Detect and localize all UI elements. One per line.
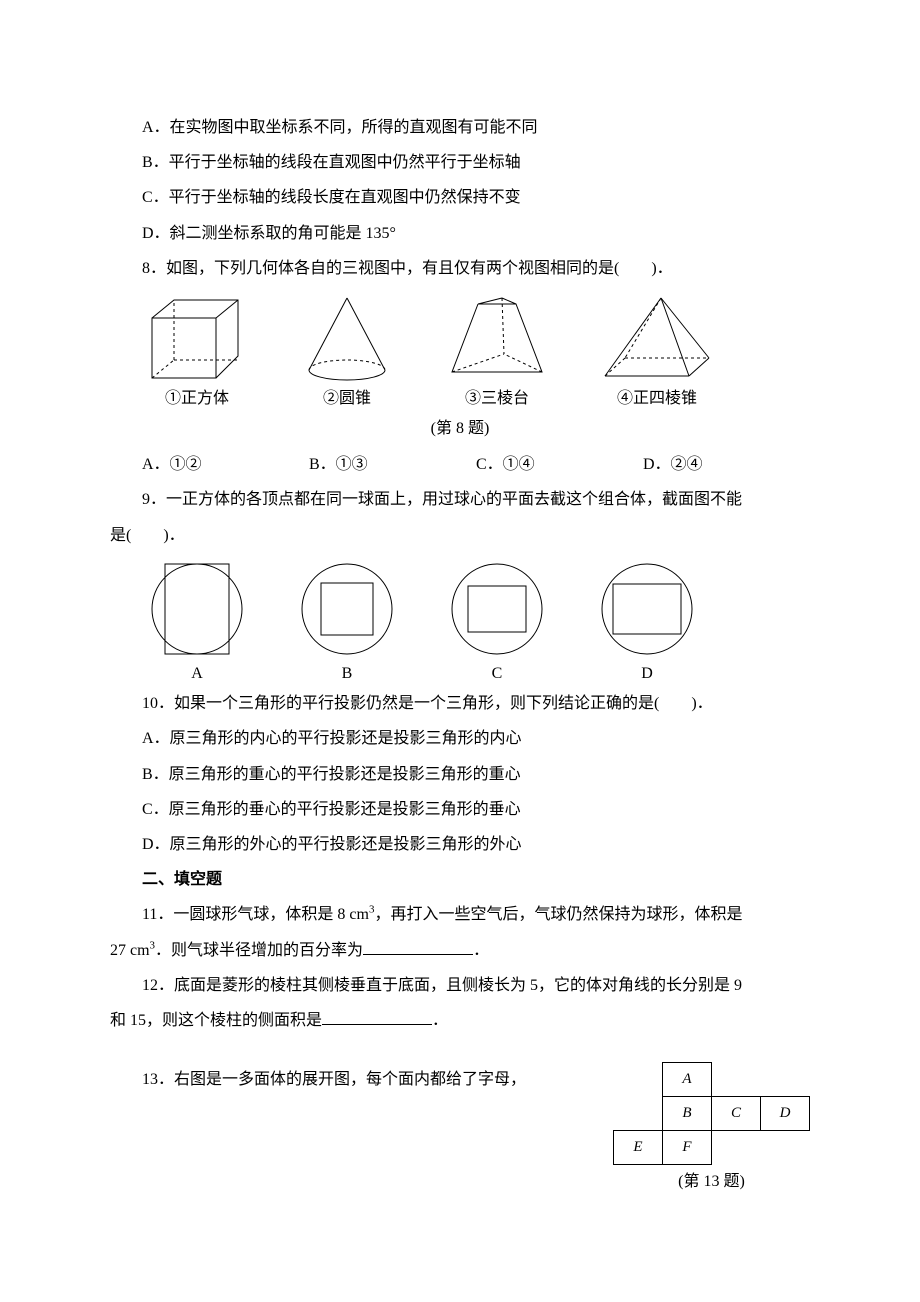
q10-option-c: C．原三角形的垂心的平行投影还是投影三角形的垂心	[110, 792, 810, 827]
q12-line2: 和 15，则这个棱柱的侧面积是 ．	[110, 1003, 810, 1038]
q10-option-a: A．原三角形的内心的平行投影还是投影三角形的内心	[110, 721, 810, 756]
q13-figure: A B C D E F (第 13 题)	[613, 1062, 810, 1195]
frustum-icon	[442, 294, 552, 384]
q8-label-4: ④正四棱锥	[617, 386, 697, 412]
q11-line1-a: 11．一圆球形气球，体积是 8 cm	[142, 906, 369, 923]
cube-icon	[142, 294, 252, 384]
q12-line2-b: ．	[432, 1012, 448, 1029]
q11-blank[interactable]	[363, 938, 473, 955]
q13-caption: (第 13 题)	[678, 1169, 745, 1195]
q9-figure-row: A B C D	[142, 559, 810, 687]
q8-shape-cone: ②圆锥	[297, 294, 397, 412]
q9-option-b-fig: B	[292, 559, 402, 687]
q8-choices: A．①② B．①③ C．①④ D．②④	[142, 447, 810, 482]
q10-option-b: B．原三角形的重心的平行投影还是投影三角形的重心	[110, 757, 810, 792]
q7-option-c: C．平行于坐标轴的线段长度在直观图中仍然保持不变	[110, 180, 810, 215]
q9-label-c: C	[492, 661, 503, 687]
q9-stem-2: 是( )．	[110, 518, 810, 553]
q11-line1-b: ，再打入一些空气后，气球仍然保持为球形，体积是	[374, 906, 742, 923]
q13-cell-b: B	[663, 1097, 712, 1131]
q10-stem: 10．如果一个三角形的平行投影仍然是一个三角形，则下列结论正确的是( )．	[110, 686, 810, 721]
q13-text: 13．右图是一多面体的展开图，每个面内都给了字母，	[110, 1062, 589, 1097]
q12-blank[interactable]	[322, 1008, 432, 1025]
q12-line1: 12．底面是菱形的棱柱其侧棱垂直于底面，且侧棱长为 5，它的体对角线的长分别是 …	[110, 968, 810, 1003]
q9-label-b: B	[342, 661, 353, 687]
q8-label-1: ①正方体	[165, 386, 229, 412]
section-2-heading: 二、填空题	[110, 862, 810, 897]
q8-choice-a: A．①②	[142, 447, 309, 482]
q7-option-d: D．斜二测坐标系取的角可能是 135°	[110, 216, 810, 251]
q9-label-d: D	[641, 661, 653, 687]
q11-line2-c: ．	[473, 942, 489, 959]
q8-choice-b: B．①③	[309, 447, 476, 482]
q11-line2: 27 cm3．则气球半径增加的百分率为．	[110, 933, 810, 968]
q11-line1: 11．一圆球形气球，体积是 8 cm3，再打入一些空气后，气球仍然保持为球形，体…	[110, 897, 810, 932]
q11-line2-b: ．则气球半径增加的百分率为	[155, 942, 363, 959]
cone-icon	[297, 294, 397, 384]
q13-cell-d: D	[761, 1097, 810, 1131]
q13-net-table: A B C D E F	[613, 1062, 810, 1165]
circle-square-a-icon	[142, 559, 252, 659]
q9-stem-1: 9．一正方体的各顶点都在同一球面上，用过球心的平面去截这个组合体，截面图不能	[110, 482, 810, 517]
q13-wrap: 13．右图是一多面体的展开图，每个面内都给了字母， A B C D E F	[110, 1062, 810, 1195]
q13-cell-f: F	[663, 1131, 712, 1165]
q10-option-d: D．原三角形的外心的平行投影还是投影三角形的外心	[110, 827, 810, 862]
q7-option-a: A．在实物图中取坐标系不同，所得的直观图有可能不同	[110, 110, 810, 145]
q13-cell-e: E	[614, 1131, 663, 1165]
q8-shape-frustum: ③三棱台	[442, 294, 552, 412]
circle-square-d-icon	[592, 559, 702, 659]
pyramid-icon	[597, 294, 717, 384]
q8-label-3: ③三棱台	[465, 386, 529, 412]
q9-option-c-fig: C	[442, 559, 552, 687]
q8-shape-pyramid: ④正四棱锥	[597, 294, 717, 412]
circle-square-b-icon	[292, 559, 402, 659]
q8-choice-d: D．②④	[643, 447, 810, 482]
q8-stem: 8．如图，下列几何体各自的三视图中，有且仅有两个视图相同的是( )．	[110, 251, 810, 286]
q8-figure-row: ①正方体 ②圆锥 ③三棱台	[142, 294, 810, 412]
q11-line2-a: 27 cm	[110, 942, 150, 959]
q7-option-b: B．平行于坐标轴的线段在直观图中仍然平行于坐标轴	[110, 145, 810, 180]
q12-line2-a: 和 15，则这个棱柱的侧面积是	[110, 1012, 322, 1029]
q9-option-d-fig: D	[592, 559, 702, 687]
q8-caption: (第 8 题)	[110, 416, 810, 442]
q13-cell-c: C	[712, 1097, 761, 1131]
q8-choice-c: C．①④	[476, 447, 643, 482]
circle-square-c-icon	[442, 559, 552, 659]
q9-label-a: A	[191, 661, 203, 687]
q9-option-a-fig: A	[142, 559, 252, 687]
q8-label-2: ②圆锥	[323, 386, 371, 412]
q13-cell-a: A	[663, 1063, 712, 1097]
q8-shape-cube: ①正方体	[142, 294, 252, 412]
